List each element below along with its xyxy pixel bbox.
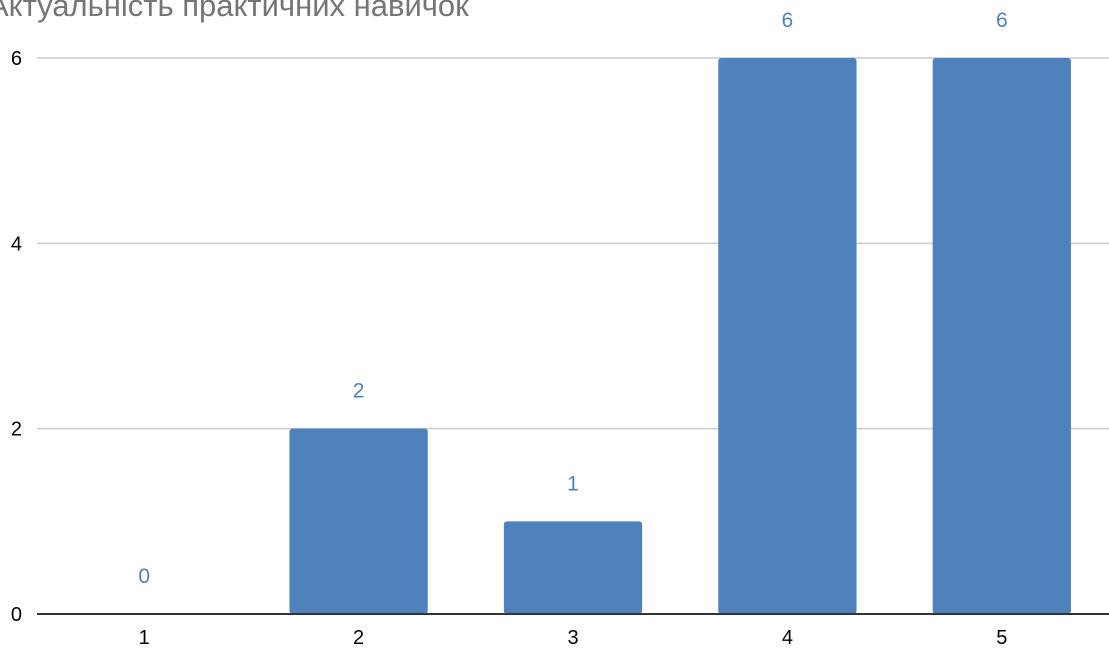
y-tick-label: 2 [11, 419, 22, 441]
y-tick-label: 4 [11, 233, 22, 255]
x-tick-label: 3 [567, 627, 578, 649]
x-axis: 1 2 3 4 5 [139, 627, 1008, 649]
x-tick-label: 5 [996, 627, 1007, 649]
bar [503, 521, 643, 614]
data-label: 1 [567, 472, 579, 495]
x-tick-label: 4 [782, 627, 793, 649]
chart-title: Актуальність практичних навичок [0, 0, 469, 23]
y-axis: 0 2 4 6 [11, 48, 22, 626]
grid-lines [37, 57, 1109, 430]
bars [75, 58, 1071, 614]
x-tick-label: 2 [353, 627, 364, 649]
bar [932, 58, 1071, 614]
data-label: 2 [353, 380, 365, 403]
x-tick-label: 1 [139, 627, 150, 649]
bar [289, 428, 428, 614]
data-label: 6 [996, 9, 1008, 32]
bar [718, 58, 857, 614]
data-label: 0 [138, 565, 150, 588]
y-tick-label: 6 [11, 48, 22, 70]
data-labels: 0 2 1 6 6 [138, 9, 1007, 588]
data-label: 6 [782, 9, 794, 32]
y-tick-label: 0 [11, 604, 22, 626]
